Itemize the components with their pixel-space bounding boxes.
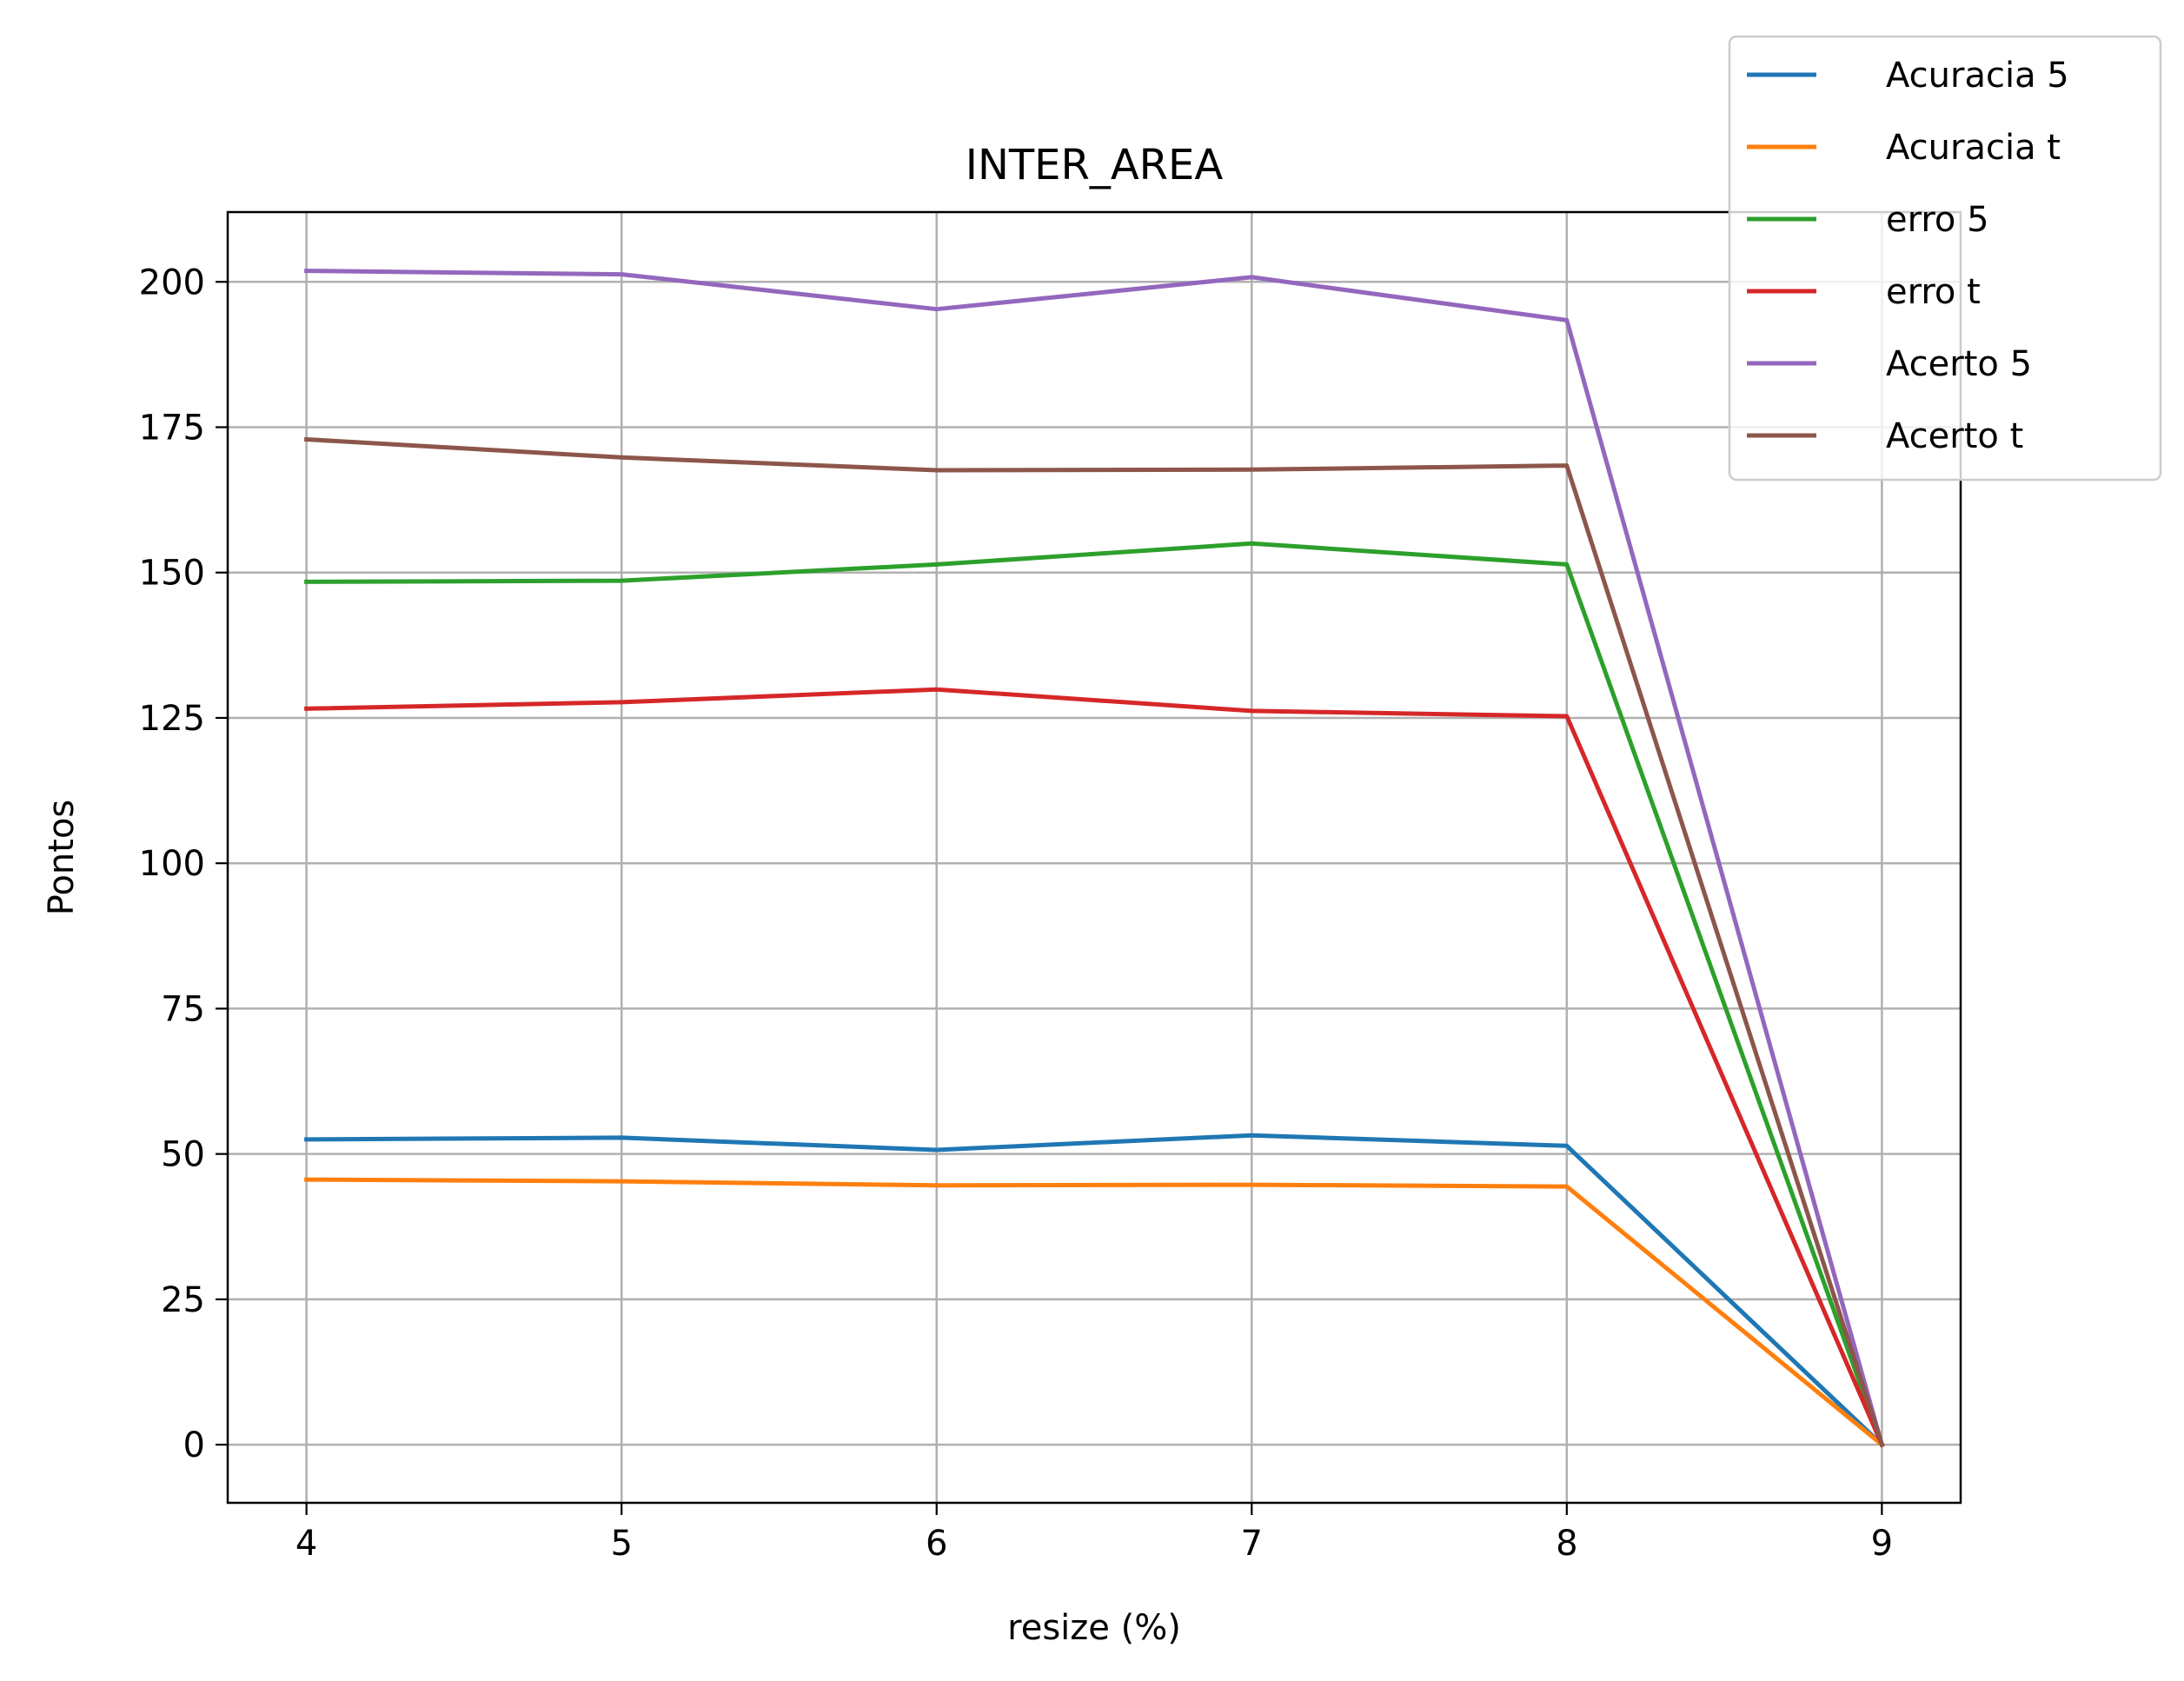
legend-box bbox=[1728, 35, 2162, 482]
series-line-erro-5 bbox=[304, 541, 1885, 1448]
series-lines bbox=[303, 269, 1885, 1448]
series-line-erro-t bbox=[304, 687, 1885, 1448]
series-line-acuracia-5 bbox=[304, 1133, 1885, 1448]
y-tick-label: 0 bbox=[183, 1425, 205, 1465]
plot-area-frame bbox=[226, 210, 1962, 1505]
chart-title: INTER_AREA bbox=[966, 141, 1224, 189]
x-axis-label: resize (%) bbox=[1007, 1608, 1181, 1648]
y-tick-label: 25 bbox=[161, 1280, 205, 1320]
y-tick-label: 150 bbox=[139, 554, 205, 594]
y-axis-label: Pontos bbox=[42, 800, 82, 916]
legend-label: Acuracia 5 bbox=[1886, 56, 2069, 96]
x-tick-label: 6 bbox=[926, 1524, 947, 1564]
y-tick-label: 175 bbox=[139, 409, 205, 448]
x-tick-label: 8 bbox=[1556, 1524, 1577, 1564]
y-tick-label: 50 bbox=[161, 1135, 205, 1175]
legend-label: Acuracia t bbox=[1886, 128, 2061, 168]
x-tick-label: 7 bbox=[1241, 1524, 1263, 1564]
series-line-acerto-t bbox=[303, 436, 1885, 1448]
legend-label: Acerto t bbox=[1886, 416, 2023, 456]
x-tick-label: 4 bbox=[295, 1524, 317, 1564]
series-line-acerto-5 bbox=[304, 269, 1885, 1448]
series-line-acuracia-t bbox=[304, 1177, 1885, 1448]
y-tick-label: 200 bbox=[139, 262, 205, 302]
x-tick-label: 9 bbox=[1871, 1524, 1893, 1564]
legend-label: erro t bbox=[1886, 272, 1981, 312]
legend-label: erro 5 bbox=[1886, 200, 1989, 240]
axis-ticks: 4 5 6 7 8 9 0 25 50 75 100 125 150 175 200 bbox=[139, 262, 1893, 1564]
x-tick-label: 5 bbox=[610, 1524, 632, 1564]
y-tick-label: 100 bbox=[139, 844, 205, 884]
y-tick-label: 125 bbox=[139, 699, 205, 739]
legend: Acuracia 5 Acuracia t erro 5 erro t Acerto 5… bbox=[1728, 35, 2162, 482]
legend-label: Acerto 5 bbox=[1886, 344, 2032, 384]
y-tick-label: 75 bbox=[161, 989, 205, 1029]
